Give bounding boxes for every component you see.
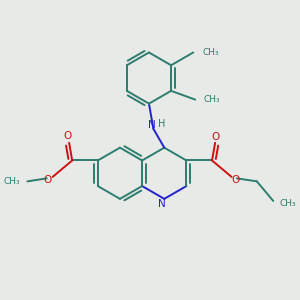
Text: CH₃: CH₃ (202, 48, 219, 57)
Text: H: H (158, 118, 165, 129)
Text: CH₃: CH₃ (4, 177, 20, 186)
Text: O: O (64, 131, 72, 141)
Text: CH₃: CH₃ (204, 95, 220, 104)
Text: N: N (158, 199, 166, 209)
Text: CH₃: CH₃ (279, 200, 296, 208)
Text: O: O (211, 132, 219, 142)
Text: N: N (148, 120, 156, 130)
Text: O: O (232, 175, 240, 185)
Text: O: O (44, 175, 52, 185)
